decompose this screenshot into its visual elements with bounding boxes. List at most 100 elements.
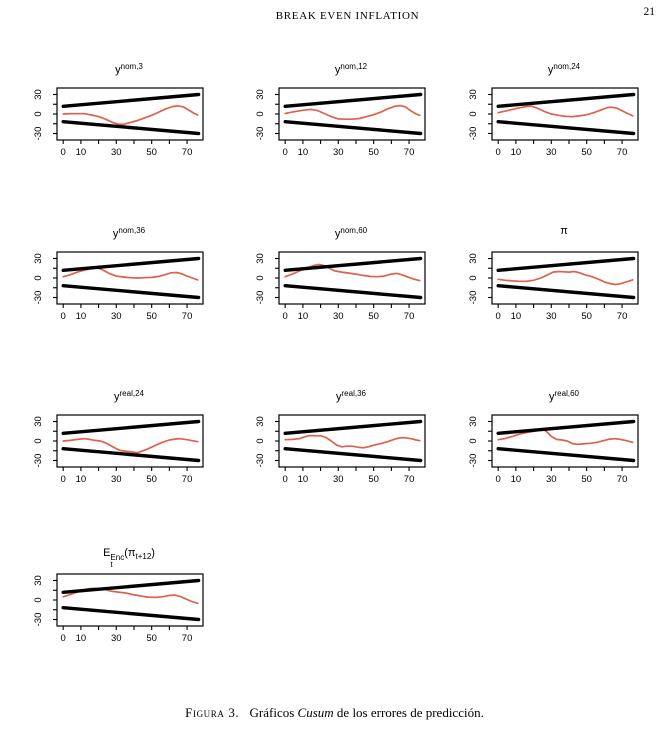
- y-tick-label: 30: [255, 253, 266, 264]
- cusum-panel-ynom12: ynom,12 0 10 30 50 70 -30 0 30: [246, 54, 456, 166]
- title-text: (: [124, 547, 128, 559]
- y-tick-label: -30: [255, 127, 266, 141]
- caption-segment: Figura 3.: [185, 705, 240, 720]
- plot-frame: [278, 87, 426, 141]
- y-tick-label: 30: [33, 253, 44, 264]
- x-tick-label: 0: [61, 633, 66, 644]
- title-text: t+12: [135, 552, 152, 561]
- cusum-series: [62, 437, 199, 454]
- y-tick-label: 0: [468, 111, 479, 116]
- cusum-series: [284, 104, 421, 121]
- x-tick-label: 30: [546, 147, 557, 158]
- title-text: real,60: [554, 389, 579, 398]
- x-tick-label: 70: [182, 474, 193, 485]
- y-tick-label: 30: [33, 416, 44, 427]
- x-tick-label: 0: [61, 474, 66, 485]
- cusum-series: [62, 105, 199, 126]
- x-tick-label: 30: [333, 311, 344, 322]
- title-text: real,36: [341, 389, 366, 398]
- x-tick-label: 30: [111, 147, 122, 158]
- y-tick-label: 30: [468, 89, 479, 100]
- x-tick-label: 10: [511, 147, 522, 158]
- plot-frame: [278, 414, 426, 468]
- plot-frame: [56, 251, 204, 305]
- cusum-panel-yreal24: yreal,24 0 10 30 50 70 -30 0 30: [24, 381, 234, 493]
- page-number: 21: [643, 6, 656, 18]
- cusum-upper-bound: [496, 256, 636, 272]
- x-tick-label: 10: [511, 311, 522, 322]
- cusum-panel-yreal60: yreal,60 0 10 30 50 70 -30 0 30: [459, 381, 669, 493]
- cusum-plot-ynom24: 0 10 30 50 70 -30 0 30: [468, 87, 639, 158]
- cusum-series: [497, 429, 634, 446]
- cusum-series: [497, 105, 634, 118]
- cusum-lower-bound: [283, 447, 423, 463]
- x-tick-label: 50: [368, 147, 379, 158]
- x-tick-label: 70: [182, 147, 193, 158]
- title-text: nom,12: [340, 62, 368, 71]
- y-tick-label: 30: [33, 89, 44, 100]
- y-tick-label: -30: [255, 291, 266, 305]
- title-text: π: [560, 225, 568, 237]
- title-text: nom,60: [340, 226, 368, 235]
- plot-frame: [56, 573, 204, 627]
- cusum-upper-bound: [61, 256, 201, 272]
- plot-frame: [491, 414, 639, 468]
- x-tick-label: 50: [146, 474, 157, 485]
- x-tick-label: 0: [496, 474, 501, 485]
- cusum-panel-ynom24: ynom,24 0 10 30 50 70 -30 0 30: [459, 54, 669, 166]
- chart-title-yreal24: yreal,24: [24, 381, 234, 411]
- x-tick-label: 10: [76, 633, 87, 644]
- title-text: y: [547, 64, 554, 76]
- cusum-lower-bound: [61, 606, 201, 622]
- x-tick-label: 30: [546, 311, 557, 322]
- cusum-plot-enc-pi-t12: 0 10 30 50 70 -30 0 30: [33, 573, 204, 644]
- x-tick-label: 0: [283, 311, 288, 322]
- cusum-panel-enc-pi-t12: E Enc t (πt+12) 0 10 30 50 70 -30 0 30: [24, 540, 234, 652]
- cusum-lower-bound: [283, 120, 423, 136]
- cusum-series: [284, 263, 421, 282]
- cusum-plot-yreal24: 0 10 30 50 70 -30 0 30: [33, 414, 204, 485]
- y-tick-label: -30: [255, 454, 266, 468]
- cusum-upper-bound: [496, 92, 636, 108]
- x-tick-label: 50: [581, 311, 592, 322]
- cusum-upper-bound: [61, 92, 201, 108]
- x-tick-label: 0: [61, 311, 66, 322]
- y-tick-label: -30: [468, 454, 479, 468]
- title-text: nom,3: [120, 62, 143, 71]
- x-tick-label: 70: [182, 633, 193, 644]
- chart-title-ynom3: ynom,3: [24, 54, 234, 84]
- x-tick-label: 0: [283, 147, 288, 158]
- figure-caption: Figura 3. Gráficos Cusum de los errores …: [0, 705, 669, 721]
- y-tick-label: -30: [468, 291, 479, 305]
- x-tick-label: 70: [617, 147, 628, 158]
- x-tick-label: 50: [146, 311, 157, 322]
- title-text: π: [127, 547, 136, 559]
- title-sup-sub-stack: Enc t: [110, 553, 125, 569]
- cusum-lower-bound: [61, 120, 201, 136]
- cusum-lower-bound: [496, 447, 636, 463]
- x-tick-label: 70: [404, 147, 415, 158]
- cusum-panel-pi: π 0 10 30 50 70 -30 0 30: [459, 218, 669, 330]
- title-text: real,24: [119, 389, 144, 398]
- plot-frame: [491, 87, 639, 141]
- y-tick-label: 0: [33, 438, 44, 443]
- cusum-panel-ynom60: ynom,60 0 10 30 50 70 -30 0 30: [246, 218, 456, 330]
- cusum-plot-ynom36: 0 10 30 50 70 -30 0 30: [33, 251, 204, 322]
- cusum-upper-bound: [283, 256, 423, 272]
- chart-title-pi: π: [459, 218, 669, 248]
- plot-frame: [56, 87, 204, 141]
- y-tick-label: 0: [33, 111, 44, 116]
- cusum-plot-ynom60: 0 10 30 50 70 -30 0 30: [255, 251, 426, 322]
- title-text: y: [334, 64, 341, 76]
- x-tick-label: 10: [298, 147, 309, 158]
- page-header: BREAK EVEN INFLATION: [26, 6, 669, 24]
- y-tick-label: -30: [33, 454, 44, 468]
- chart-title-ynom12: ynom,12: [246, 54, 456, 84]
- y-tick-label: 0: [33, 275, 44, 280]
- cusum-panel-ynom3: ynom,3 0 10 30 50 70 -30 0 30: [24, 54, 234, 166]
- x-tick-label: 0: [496, 311, 501, 322]
- x-tick-label: 30: [111, 633, 122, 644]
- caption-segment: Gráficos: [246, 705, 298, 720]
- cusum-plot-ynom3: 0 10 30 50 70 -30 0 30: [33, 87, 204, 158]
- cusum-lower-bound: [496, 284, 636, 300]
